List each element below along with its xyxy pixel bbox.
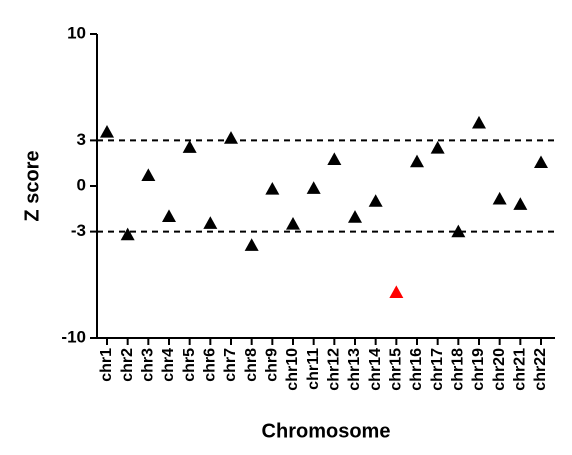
- point: [327, 152, 342, 165]
- x-tick-label: chr12: [326, 348, 343, 391]
- x-tick-label: chr19: [470, 348, 487, 391]
- x-tick-label: chr6: [202, 348, 219, 382]
- point: [286, 217, 300, 230]
- x-tick-label: chr2: [119, 348, 136, 382]
- x-tick-label: chr11: [305, 348, 322, 390]
- point: [430, 141, 445, 154]
- point: [162, 209, 176, 222]
- point: [368, 194, 383, 207]
- x-tick-label: chr18: [450, 348, 467, 391]
- y-tick-label: -3: [71, 221, 86, 240]
- x-axis-title: Chromosome: [262, 420, 391, 442]
- point: [389, 285, 404, 298]
- x-tick-label: chr17: [429, 348, 446, 391]
- x-tick-label: chr16: [408, 348, 425, 391]
- point: [534, 155, 548, 169]
- point: [492, 191, 507, 205]
- point: [244, 238, 259, 251]
- point: [141, 168, 156, 181]
- x-tick-label: chr20: [491, 348, 508, 391]
- x-tick-label: chr5: [181, 348, 198, 382]
- y-tick-label: 0: [77, 175, 86, 194]
- point: [451, 224, 466, 238]
- point: [472, 115, 486, 129]
- point: [203, 216, 218, 229]
- y-tick-label: 10: [67, 23, 86, 42]
- point: [120, 227, 135, 241]
- point: [224, 131, 238, 144]
- point: [410, 154, 424, 168]
- x-tick-label: chr7: [222, 348, 239, 382]
- x-tick-label: chr8: [243, 348, 260, 382]
- point: [348, 210, 362, 223]
- x-tick-label: chr1: [98, 348, 115, 382]
- point: [306, 181, 321, 194]
- point: [182, 140, 197, 153]
- x-tick-label: chr14: [367, 348, 384, 391]
- x-tick-label: chr22: [532, 348, 549, 391]
- x-tick-label: chr13: [346, 348, 363, 391]
- point: [100, 125, 114, 138]
- x-tick-label: chr15: [388, 348, 405, 391]
- x-tick-label: chr21: [512, 348, 529, 391]
- y-axis-title: Z score: [21, 150, 43, 221]
- x-tick-label: chr4: [160, 348, 177, 382]
- point: [513, 197, 528, 210]
- x-tick-label: chr3: [140, 348, 157, 382]
- y-tick-label: 3: [77, 130, 86, 149]
- x-tick-label: chr10: [284, 348, 301, 391]
- y-tick-label: -10: [61, 327, 86, 346]
- x-tick-label: chr9: [264, 348, 281, 382]
- point: [265, 182, 280, 195]
